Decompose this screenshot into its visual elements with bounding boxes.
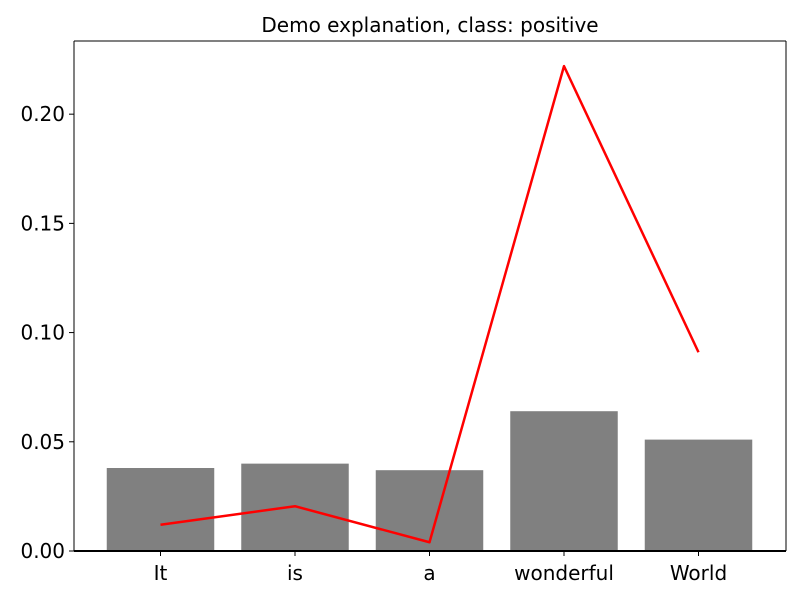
y-ticks-group: 0.00 0.05 0.10 0.15 0.20 — [20, 102, 74, 563]
y-tick-label: 0.20 — [20, 102, 65, 126]
y-tick-label: 0.15 — [20, 211, 65, 235]
x-tick-label-world: World — [670, 561, 727, 585]
chart-title: Demo explanation, class: positive — [261, 13, 598, 37]
bars-group — [106, 411, 753, 551]
line-group — [160, 64, 700, 544]
y-tick-label: 0.05 — [20, 430, 65, 454]
bar-a — [375, 470, 484, 551]
x-tick-label-a: a — [423, 561, 435, 585]
y-tick-label: 0.10 — [20, 321, 65, 345]
bar-it — [106, 468, 215, 551]
x-ticks-group: It is a wonderful World — [154, 551, 727, 585]
x-tick-label-is: is — [287, 561, 303, 585]
bar-wonderful — [510, 411, 618, 551]
bar-world — [644, 439, 753, 551]
x-tick-label-wonderful: wonderful — [514, 561, 614, 585]
y-tick-label: 0.00 — [20, 539, 65, 563]
x-tick-label-it: It — [154, 561, 168, 585]
